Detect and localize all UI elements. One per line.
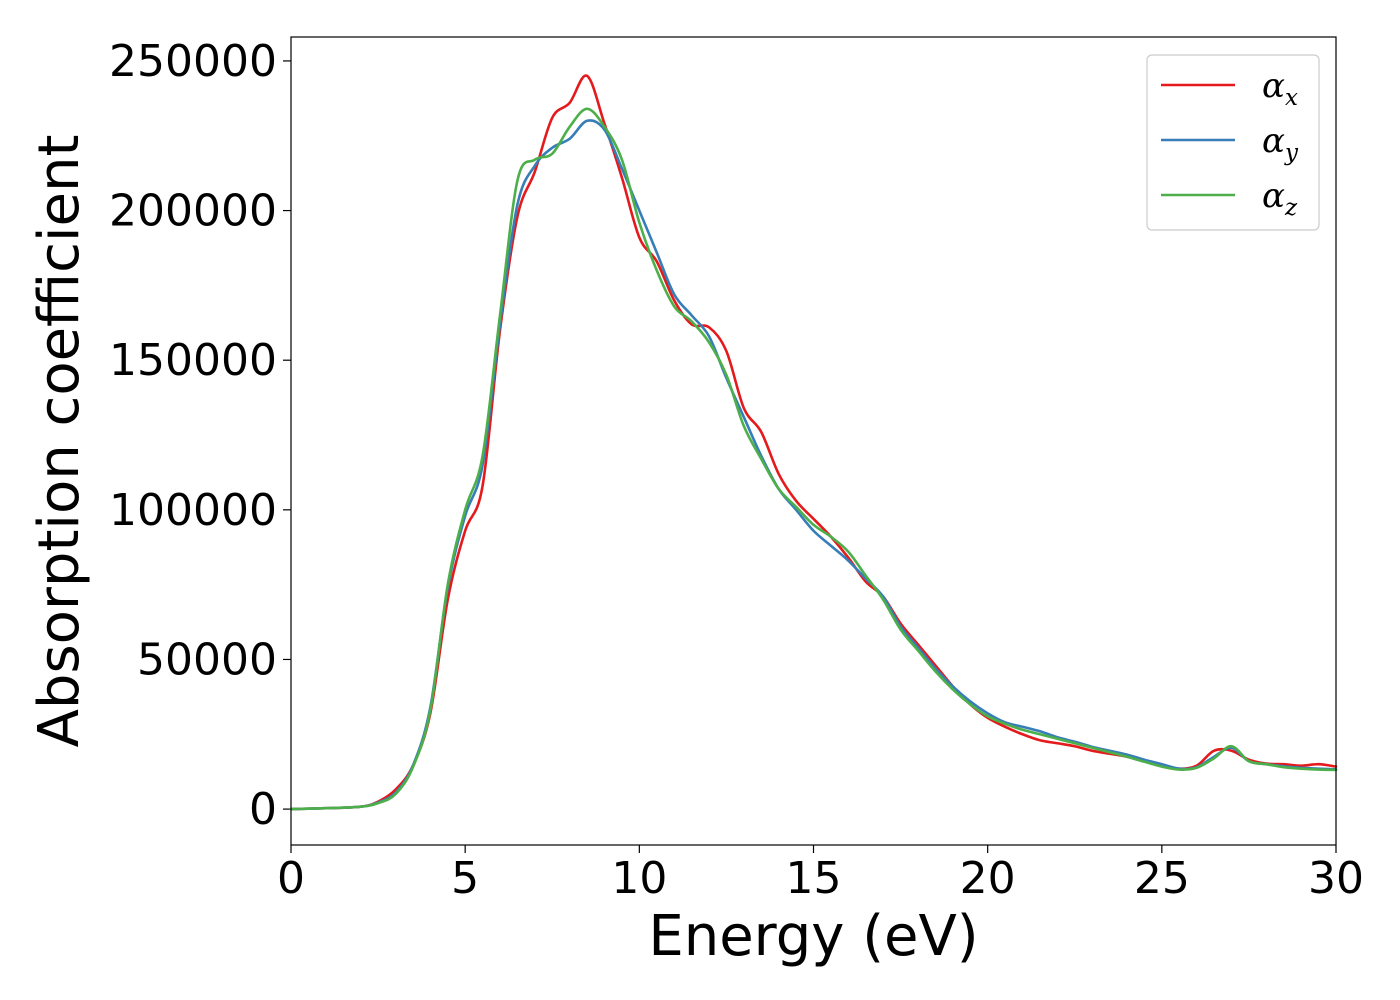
x-tick-label: 0 (277, 853, 305, 904)
y-axis-label: Absorption coefficient (27, 135, 92, 748)
y-axis-ticks: 0 50000 100000 150000 200000 250000 (109, 36, 291, 835)
series-line-alpha-z (289, 107, 1338, 811)
x-tick-label: 25 (1134, 853, 1190, 904)
x-tick-label: 5 (451, 853, 479, 904)
x-tick-label: 20 (960, 853, 1016, 904)
y-tick-label: 50000 (137, 634, 277, 685)
y-tick-label: 250000 (109, 36, 277, 87)
x-axis-ticks: 0 5 10 15 20 25 30 (277, 845, 1364, 904)
x-tick-label: 10 (611, 853, 667, 904)
x-tick-label: 30 (1308, 853, 1364, 904)
x-tick-label: 15 (786, 853, 842, 904)
x-axis-label: Energy (eV) (648, 904, 978, 969)
legend-box (1146, 54, 1320, 231)
y-tick-label: 0 (249, 784, 277, 835)
y-tick-label: 150000 (109, 335, 277, 386)
y-tick-label: 200000 (109, 186, 277, 237)
series-layer (289, 74, 1338, 811)
plot-frame (290, 36, 1337, 846)
y-tick-label: 100000 (109, 485, 277, 536)
